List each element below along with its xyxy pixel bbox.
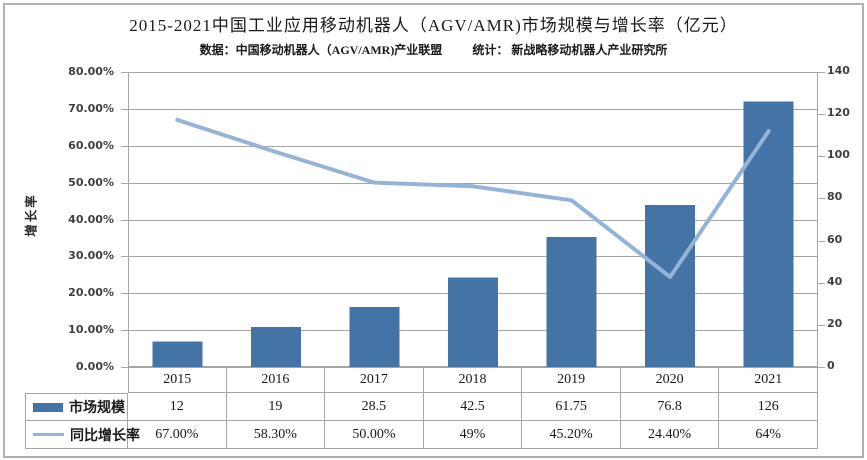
data-source-label: 数据：中国移动机器人（AGV/AMR)产业联盟 [199, 43, 443, 57]
market-size-cell: 28.5 [325, 393, 424, 421]
chart-title: 2015-2021中国工业应用移动机器人（AGV/AMR)市场规模与增长率（亿元… [129, 16, 738, 35]
legend-growth-rate-label: 同比增长率 [70, 428, 140, 444]
right-tick: 40 [827, 274, 843, 288]
market-size-cell: 12 [128, 393, 227, 421]
bar-series-key-icon [33, 402, 63, 412]
table-corner-spacer [25, 367, 128, 393]
left-tick: 0.00% [75, 360, 114, 373]
legend-growth-rate: 同比增长率 [25, 421, 140, 449]
market-size-cell: 61.75 [522, 393, 621, 421]
growth-rate-cell: 67.00% [128, 421, 227, 449]
growth-rate-cell: 24.40% [620, 421, 720, 449]
line-series-key-icon [33, 432, 64, 437]
year-cell: 2020 [620, 367, 720, 393]
chart-subtitle: 数据：中国移动机器人（AGV/AMR)产业联盟 统计： 新战略移动机器人产业研究… [0, 41, 867, 58]
right-tick: 20 [827, 316, 843, 330]
statistics-source-label: 统计： 新战略移动机器人产业研究所 [472, 43, 668, 57]
year-cell: 2016 [226, 367, 326, 393]
market-size-cell: 42.5 [423, 393, 523, 421]
right-tick: 0 [827, 359, 835, 372]
year-cell: 2017 [325, 367, 424, 393]
market-size-cell: 76.8 [620, 393, 720, 421]
legend-market-size: 市场规模 [25, 393, 128, 421]
growth-rate-cell: 45.20% [522, 421, 621, 449]
right-tick: 140 [827, 64, 850, 77]
left-tick: 60.00% [68, 138, 114, 152]
left-tick: 20.00% [68, 286, 114, 300]
left-axis-tick-labels: 80.00% 70.00% 60.00% 50.00% 40.00% 30.00… [0, 65, 120, 373]
growth-rate-cell: 58.30% [226, 421, 326, 449]
left-tick: 50.00% [68, 175, 114, 189]
right-tick: 100 [827, 148, 850, 162]
left-tick: 80.00% [68, 65, 114, 78]
growth-rate-cell: 50.00% [325, 421, 424, 449]
plot-area [121, 72, 825, 368]
left-tick: 30.00% [68, 249, 114, 263]
growth-rate-cell: 49% [423, 421, 523, 449]
year-cell: 2018 [423, 367, 523, 393]
year-cell: 2015 [128, 367, 227, 393]
market-size-cell: 19 [226, 393, 326, 421]
left-tick: 10.00% [68, 323, 114, 337]
right-tick: 60 [827, 232, 843, 246]
legend-market-size-label: 市场规模 [69, 401, 125, 416]
left-tick: 70.00% [68, 101, 114, 115]
right-axis-tick-labels: 140 120 100 80 60 40 20 0 [827, 64, 867, 372]
right-tick: 80 [827, 190, 843, 204]
market-size-cell: 126 [719, 393, 818, 421]
right-tick: 120 [827, 106, 850, 120]
data-table: 2015 2016 2017 2018 2019 2020 2021 市场规模 … [25, 367, 818, 449]
growth-rate-cell: 64% [719, 421, 818, 449]
year-cell: 2019 [522, 367, 621, 393]
year-cell: 2021 [719, 367, 818, 393]
left-tick: 40.00% [68, 212, 114, 226]
